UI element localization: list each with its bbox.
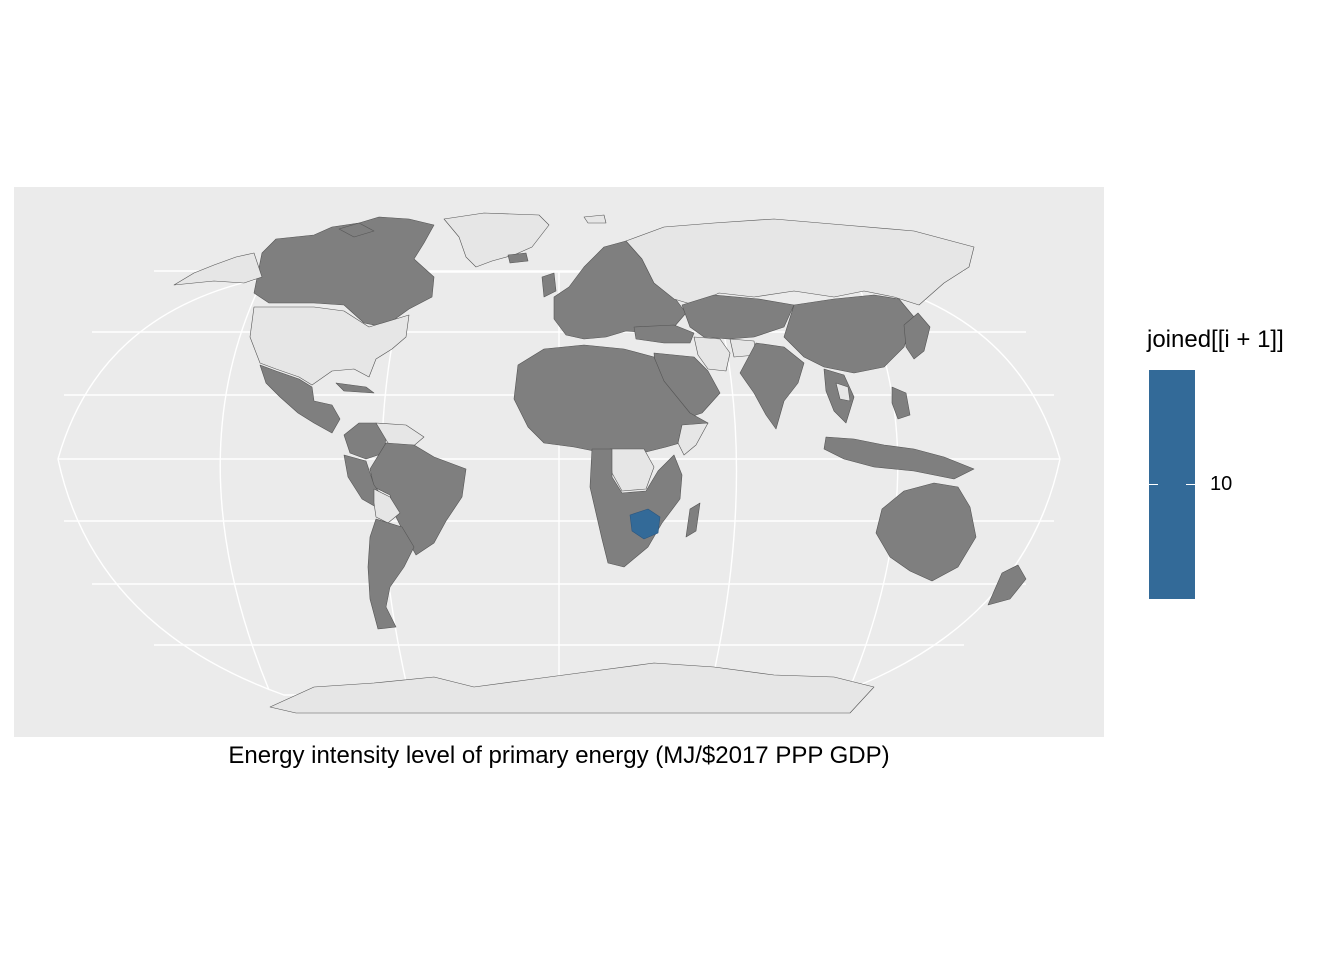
turkey-caucasus xyxy=(633,324,695,344)
argentina-chile xyxy=(367,518,415,630)
laos xyxy=(835,382,851,402)
china-mongolia xyxy=(783,294,915,374)
united-states xyxy=(249,306,410,386)
mexico xyxy=(259,364,341,434)
madagascar xyxy=(685,502,701,538)
arctic-islands xyxy=(338,222,375,238)
cuba xyxy=(335,382,375,394)
legend-tick-label: 10 xyxy=(1210,473,1233,495)
indonesia-philippines xyxy=(823,436,975,480)
somalia xyxy=(677,422,709,456)
legend-title: joined[[i + 1]] xyxy=(1147,326,1284,353)
venezuela xyxy=(375,422,425,450)
uk xyxy=(541,272,557,298)
australia xyxy=(875,482,977,582)
central-southern-africa xyxy=(589,448,683,568)
canada xyxy=(253,216,435,328)
iceland xyxy=(507,252,529,264)
legend-tick-right xyxy=(1186,484,1195,485)
zimbabwe xyxy=(629,508,661,540)
japan-korea xyxy=(903,312,931,360)
india-region xyxy=(739,342,805,430)
iran xyxy=(693,336,731,372)
kazakhstan-central-asia xyxy=(681,294,795,340)
new-zealand xyxy=(987,564,1027,606)
antarctica xyxy=(269,662,875,714)
svalbard xyxy=(583,214,607,224)
map-panel xyxy=(14,187,1104,737)
alaska xyxy=(173,252,263,286)
map-caption: Energy intensity level of primary energy… xyxy=(228,742,890,769)
philippines xyxy=(891,386,911,420)
legend-tick-left xyxy=(1149,484,1158,485)
russia xyxy=(625,218,975,306)
countries xyxy=(173,212,1027,714)
